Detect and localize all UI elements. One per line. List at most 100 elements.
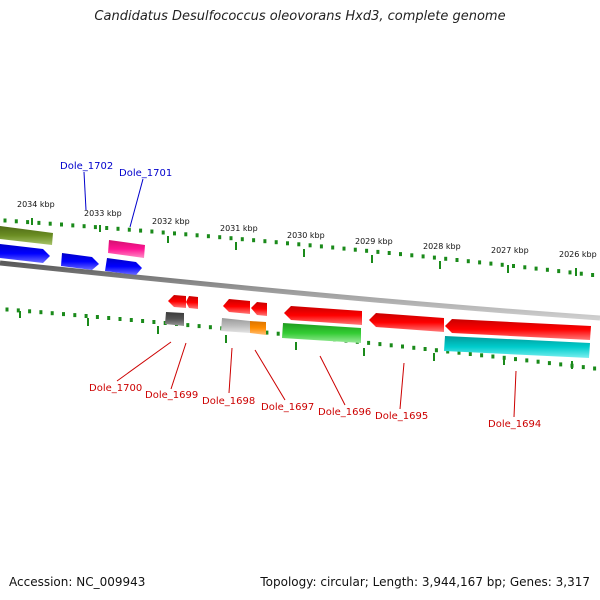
gene-label: Dole_1701 xyxy=(119,168,172,179)
gene-label: Dole_1695 xyxy=(375,411,428,422)
gene-dole-1699[interactable] xyxy=(165,312,184,326)
minor-tick xyxy=(536,359,540,364)
minor-tick xyxy=(353,247,357,252)
gene-dole-1702[interactable] xyxy=(105,258,142,275)
gene-dole-1700-a[interactable] xyxy=(168,295,186,308)
minor-tick xyxy=(525,358,529,363)
minor-tick xyxy=(218,235,222,240)
scale-label: 2026 kbp xyxy=(559,250,597,259)
reverse-genes xyxy=(165,295,591,358)
minor-tick xyxy=(367,340,371,345)
minor-tick xyxy=(229,236,233,241)
gene-dole-1698-b[interactable] xyxy=(251,302,267,316)
minor-tick xyxy=(557,269,561,274)
minor-tick xyxy=(28,309,32,314)
minor-tick xyxy=(378,342,382,347)
scale-labels: 2034 kbp 2033 kbp 2032 kbp 2031 kbp 2030… xyxy=(17,200,597,259)
gene-olive[interactable] xyxy=(0,226,53,245)
page-title: Candidatus Desulfococcus oleovorans Hxd3… xyxy=(94,9,506,24)
minor-tick xyxy=(62,312,65,317)
minor-tick xyxy=(523,265,527,270)
gene-blue-1[interactable] xyxy=(0,244,50,263)
minor-tick xyxy=(399,252,402,257)
gene-dole-1695[interactable] xyxy=(369,313,444,332)
minor-tick xyxy=(73,313,77,318)
leader-lines xyxy=(83,171,517,418)
minor-tick xyxy=(455,258,459,262)
minor-tick xyxy=(184,232,188,237)
minor-tick xyxy=(150,229,154,234)
accession-text: Accession: NC_009943 xyxy=(9,575,146,589)
minor-tick xyxy=(401,344,404,349)
minor-tick xyxy=(319,244,323,249)
minor-tick xyxy=(3,218,7,223)
minor-tick xyxy=(152,320,156,324)
minor-tick xyxy=(387,251,391,255)
minor-tick xyxy=(570,363,574,368)
minor-tick xyxy=(410,253,414,258)
gene-dole-1696-red[interactable] xyxy=(284,306,362,325)
minor-tick xyxy=(545,267,549,272)
gene-dole-1698-a[interactable] xyxy=(223,299,250,314)
gene-label: Dole_1698 xyxy=(202,396,255,407)
minor-tick xyxy=(60,222,63,227)
minor-tick xyxy=(468,352,472,356)
minor-tick xyxy=(206,234,210,239)
gene-label: Dole_1694 xyxy=(488,419,541,430)
gene-dole-1698[interactable] xyxy=(221,318,250,333)
minor-tick xyxy=(423,347,427,351)
minor-tick xyxy=(48,221,52,226)
minor-tick xyxy=(365,248,369,253)
scale-label: 2034 kbp xyxy=(17,200,55,209)
minor-tick xyxy=(16,308,20,313)
gene-dole-1696[interactable] xyxy=(282,323,361,343)
minor-tick xyxy=(559,362,563,367)
minor-tick xyxy=(14,219,18,224)
minor-tick xyxy=(412,345,416,350)
topology-text: Topology: circular; Length: 3,944,167 bp… xyxy=(260,575,590,589)
minor-tick xyxy=(432,255,436,260)
minor-tick xyxy=(331,245,335,250)
minor-tick xyxy=(489,261,493,266)
minor-tick xyxy=(591,273,595,277)
minor-tick xyxy=(141,319,145,323)
minor-tick xyxy=(240,237,244,242)
gene-label: Dole_1696 xyxy=(318,407,371,418)
minor-tick xyxy=(434,348,438,353)
minor-tick xyxy=(50,311,54,316)
scale-label: 2029 kbp xyxy=(355,237,393,246)
minor-tick xyxy=(276,331,280,336)
gene-dole-1700-b[interactable] xyxy=(186,296,198,309)
gene-dole-1701[interactable] xyxy=(108,240,145,258)
minor-tick xyxy=(84,314,88,318)
minor-tick xyxy=(297,242,301,247)
minor-tick xyxy=(512,264,515,268)
minor-tick xyxy=(534,266,538,271)
minor-tick xyxy=(5,307,9,312)
scale-label: 2032 kbp xyxy=(152,217,190,226)
scale-label: 2028 kbp xyxy=(423,242,461,251)
gene-labels: Dole_1702 Dole_1701 Dole_1700 Dole_1699 … xyxy=(60,161,541,430)
minor-tick xyxy=(195,233,199,238)
minor-tick xyxy=(514,357,517,362)
scale-label: 2027 kbp xyxy=(491,246,529,255)
gene-dole-1694[interactable] xyxy=(444,336,590,358)
minor-tick xyxy=(252,238,256,243)
minor-tick xyxy=(116,226,120,231)
gene-dole-1694-red[interactable] xyxy=(445,319,591,340)
minor-tick xyxy=(118,317,122,321)
minor-tick xyxy=(173,231,176,236)
minor-tick xyxy=(263,239,267,244)
gene-dole-1697[interactable] xyxy=(250,321,266,335)
minor-tick xyxy=(71,223,75,228)
gene-label: Dole_1700 xyxy=(89,383,142,394)
minor-tick xyxy=(342,246,346,251)
gene-label: Dole_1697 xyxy=(261,402,314,413)
scale-label: 2033 kbp xyxy=(84,209,122,218)
minor-tick xyxy=(308,243,312,248)
minor-tick xyxy=(208,325,212,330)
scale-label: 2030 kbp xyxy=(287,231,325,240)
gene-blue-2[interactable] xyxy=(61,253,99,270)
minor-tick xyxy=(500,262,504,267)
